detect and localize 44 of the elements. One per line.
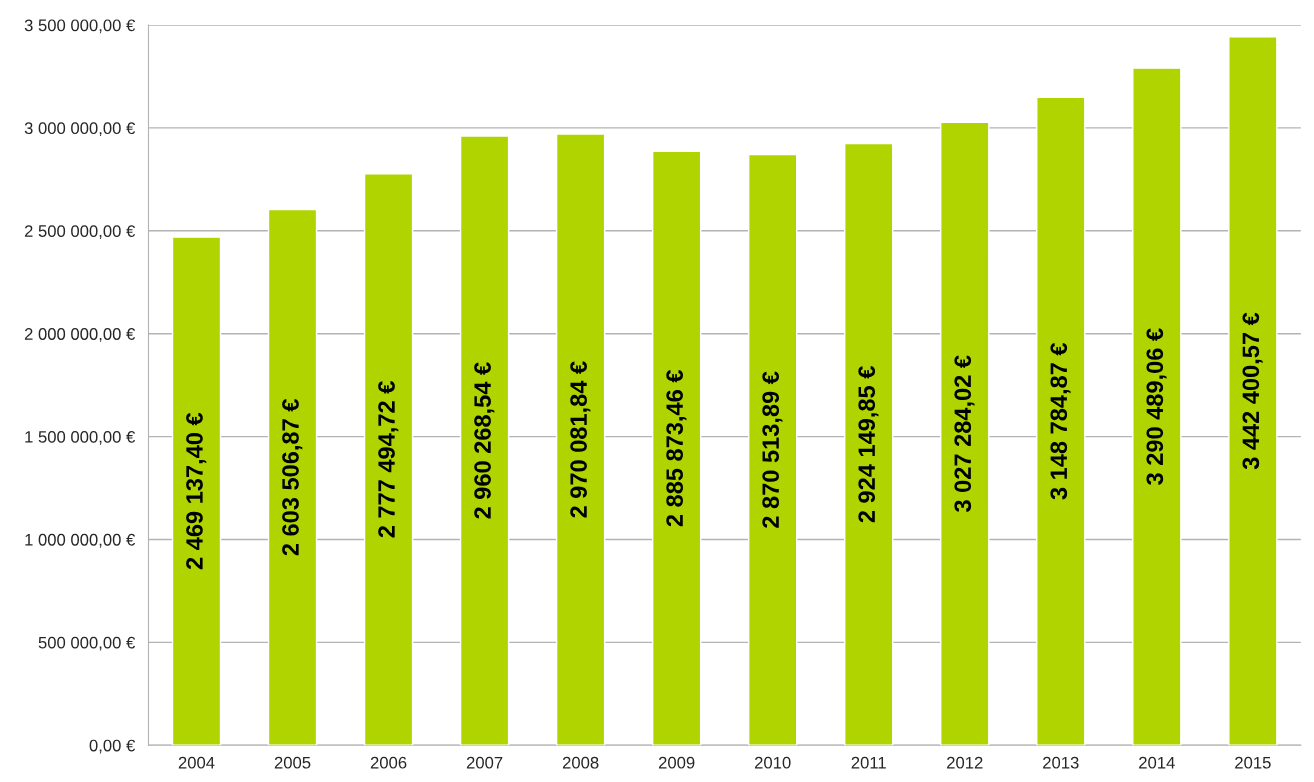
x-tick-label: 2014 [1139, 756, 1175, 769]
bar [844, 142, 894, 746]
x-tick-label: 2008 [562, 756, 599, 769]
y-tick-label: 1 000 000,00 € [25, 533, 136, 548]
bar [651, 150, 702, 746]
y-tick-label: 2 000 000,00 € [24, 328, 136, 342]
x-tick-label: 2005 [274, 756, 311, 769]
data-label: 2 469 137,40 € [186, 412, 207, 570]
data-label: 2 970 081,84 € [570, 361, 591, 518]
bar [1132, 67, 1182, 746]
data-label: 2 603 506,87 € [282, 399, 303, 556]
y-tick-label: 0,00 € [89, 739, 136, 754]
x-tick-label: 2006 [370, 756, 407, 769]
data-label: 3 027 284,02 € [954, 355, 975, 512]
data-label: 3 442 400,57 € [1242, 312, 1263, 470]
bar [363, 173, 414, 746]
data-label: 2 924 149,85 € [858, 366, 879, 523]
x-tick-label: 2015 [1235, 756, 1271, 769]
data-label: 2 885 873,46 € [666, 369, 687, 527]
y-tick-label: 2 500 000,00 € [24, 225, 136, 239]
bar [747, 153, 798, 746]
bar [267, 208, 318, 746]
y-tick-label: 3 500 000,00 € [24, 19, 136, 34]
x-tick-label: 2011 [851, 756, 886, 769]
data-label: 2 960 268,54 € [474, 362, 495, 519]
data-label: 3 290 489,06 € [1146, 328, 1167, 485]
data-label: 3 148 784,87 € [1050, 342, 1071, 500]
bar [940, 121, 990, 746]
data-label: 2 777 494,72 € [378, 381, 399, 538]
x-tick-label: 2009 [658, 756, 695, 769]
x-tick-label: 2012 [947, 756, 983, 769]
x-tick-label: 2010 [754, 756, 791, 769]
bar [555, 133, 606, 746]
y-tick-label: 500 000,00 € [38, 636, 136, 651]
x-tick-label: 2004 [178, 756, 215, 769]
y-tick-label: 1 500 000,00 € [25, 430, 136, 445]
data-label: 2 870 513,89 € [762, 371, 783, 528]
x-tick-label: 2013 [1043, 756, 1079, 769]
bar [1036, 96, 1086, 746]
bar [1228, 36, 1278, 746]
bar [171, 236, 222, 746]
x-tick-label: 2007 [466, 756, 503, 769]
bar [459, 135, 510, 746]
y-tick-label: 3 000 000,00 € [24, 122, 136, 137]
